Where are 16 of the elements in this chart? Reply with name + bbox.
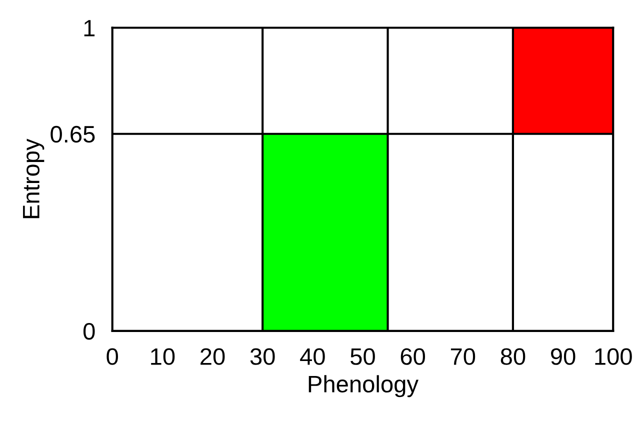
x-tick-label: 70 [450, 348, 476, 365]
x-tick-label: 80 [500, 348, 526, 365]
x-axis-title: Phenology [308, 375, 418, 398]
x-tick-label: 100 [595, 348, 632, 365]
x-tick-label: 10 [151, 348, 175, 365]
x-tick-label: 50 [350, 348, 375, 365]
y-tick-label: 0 [83, 322, 95, 340]
x-tick-label: 40 [300, 348, 325, 365]
x-tick-label: 0 [106, 348, 118, 365]
x-tick-label: 60 [400, 348, 426, 365]
y-tick-label: 1 [84, 20, 95, 36]
x-tick-label: 20 [200, 348, 225, 365]
x-tick-label: 30 [250, 348, 275, 365]
x-tick-label: 90 [551, 348, 576, 365]
y-axis-title: Entropy [23, 138, 44, 218]
y-tick-label: 0.65 [50, 126, 95, 143]
